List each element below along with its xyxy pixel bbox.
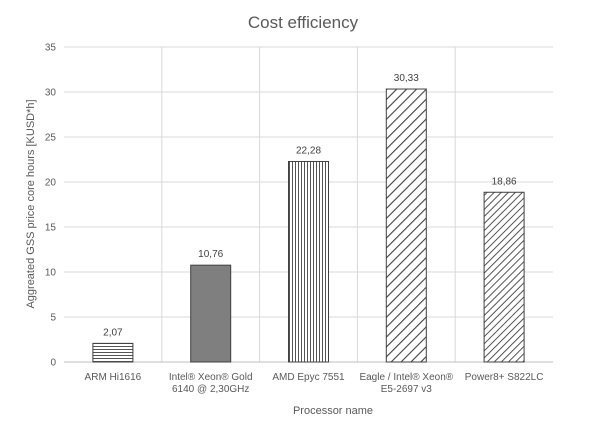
data-label: 2,07	[103, 327, 123, 338]
data-labels: 2,07 10,76 22,28 30,33 18,86	[103, 73, 517, 338]
y-tick-label: 0	[50, 358, 56, 369]
category-label: E5-2697 v3	[381, 384, 433, 395]
y-tick-label: 5	[50, 313, 56, 324]
category-label: Intel® Xeon® Gold	[169, 372, 253, 383]
bars	[92, 88, 525, 363]
data-label: 22,28	[296, 145, 321, 156]
data-label: 30,33	[394, 73, 419, 84]
y-tick-label: 20	[45, 178, 57, 189]
category-label: 6140 @ 2,30GHz	[172, 384, 249, 395]
data-label: 18,86	[492, 176, 517, 187]
data-label: 10,76	[198, 249, 223, 260]
y-tick-label: 35	[45, 43, 57, 54]
category-label: Eagle / Intel® Xeon®	[359, 372, 453, 383]
y-axis-label: Aggreated GSS price core hours [KUSD*h]	[25, 99, 37, 308]
bar-3	[385, 88, 427, 363]
y-tick-label: 15	[45, 223, 57, 234]
category-label: ARM Hi1616	[85, 372, 142, 383]
y-tick-label: 30	[45, 88, 57, 99]
y-axis-ticks: 0 5 10 15 20 25 30 35	[45, 43, 57, 369]
bar-0	[92, 342, 134, 363]
category-label: Power8+ S822LC	[465, 372, 544, 383]
category-label: AMD Epyc 7551	[272, 372, 345, 383]
gridlines	[64, 46, 553, 362]
bar-4	[483, 191, 525, 363]
bar-2	[288, 160, 329, 363]
y-tick-label: 10	[45, 268, 57, 279]
y-tick-label: 25	[45, 133, 57, 144]
bar-1	[190, 264, 232, 363]
chart-title: Cost efficiency	[248, 13, 359, 32]
x-axis-label: Processor name	[293, 405, 373, 417]
